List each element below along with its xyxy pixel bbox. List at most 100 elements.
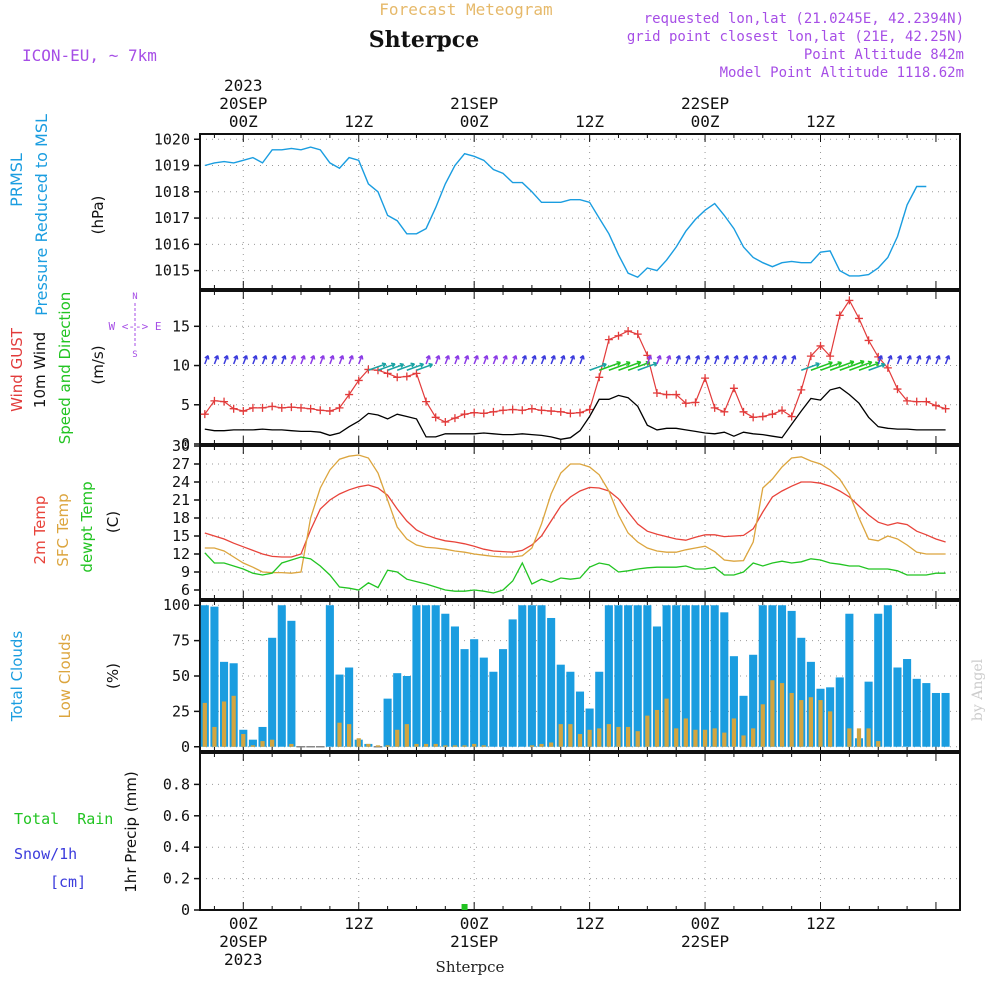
low-cloud-bar bbox=[847, 728, 851, 746]
low-cloud-bar bbox=[818, 700, 822, 747]
gust-marker bbox=[249, 404, 257, 412]
low-cloud-bar bbox=[751, 728, 755, 746]
gust-marker bbox=[701, 374, 709, 382]
footer-location: Shterpce bbox=[436, 958, 505, 976]
compass-we: W <--> E bbox=[109, 320, 162, 333]
gust-marker bbox=[595, 373, 603, 381]
top-time-label: 00Z bbox=[460, 112, 489, 131]
low-cloud-bar bbox=[241, 734, 245, 747]
gust-marker bbox=[220, 398, 228, 406]
low-cloud-bar bbox=[578, 734, 582, 747]
ytick-label: 30 bbox=[172, 437, 190, 455]
ytick-label: 1016 bbox=[154, 235, 190, 253]
gust-marker bbox=[239, 407, 247, 415]
ytick-label: 100 bbox=[163, 596, 190, 614]
low-cloud-bar bbox=[232, 696, 236, 747]
pressure-line bbox=[205, 147, 927, 277]
bottom-time-label: 12Z bbox=[344, 914, 373, 933]
total-cloud-bar bbox=[537, 605, 545, 747]
gust-marker bbox=[403, 373, 411, 381]
gust-marker bbox=[335, 404, 343, 412]
gust-marker bbox=[307, 405, 315, 413]
low-cloud-bar bbox=[270, 740, 274, 747]
gust-marker bbox=[480, 409, 488, 417]
low-cloud-bar bbox=[462, 745, 466, 746]
low-cloud-bar bbox=[857, 728, 861, 746]
total-cloud-bar bbox=[451, 626, 459, 746]
panel-frame bbox=[200, 753, 960, 910]
low-cloud-bar bbox=[289, 744, 293, 747]
gust-marker bbox=[345, 391, 353, 399]
top-time-label: 12Z bbox=[806, 112, 835, 131]
ytick-label: 75 bbox=[172, 632, 190, 650]
ytick-label: 18 bbox=[172, 509, 190, 527]
subtitle: Forecast Meteogram bbox=[379, 0, 552, 19]
gust-marker bbox=[268, 402, 276, 410]
gust-marker bbox=[942, 405, 950, 413]
point-altitude: Point Altitude 842m bbox=[804, 47, 964, 63]
ytick-label: 25 bbox=[172, 702, 190, 720]
total-cloud-bar bbox=[701, 605, 709, 747]
ytick-label: 24 bbox=[172, 473, 190, 491]
low-cloud-bar bbox=[366, 744, 370, 747]
gust-marker bbox=[663, 391, 671, 399]
top-time-label: 2023 bbox=[224, 76, 263, 95]
bottom-time-label: 00Z bbox=[691, 914, 720, 933]
low-cloud-bar bbox=[761, 704, 765, 746]
ytick-label: 1020 bbox=[154, 130, 190, 148]
total-cloud-bar bbox=[412, 605, 420, 747]
low-cloud-bar bbox=[674, 728, 678, 746]
low-cloud-bar bbox=[597, 728, 601, 746]
bottom-time-label: 12Z bbox=[575, 914, 604, 933]
dewpoint-line bbox=[205, 553, 946, 593]
ytick-label: 0 bbox=[181, 738, 190, 756]
gust-marker bbox=[326, 407, 334, 415]
total-cloud-bar bbox=[547, 618, 555, 747]
gust-marker bbox=[788, 413, 796, 421]
total-cloud-bar bbox=[672, 605, 680, 747]
ytick-label: 1018 bbox=[154, 183, 190, 201]
low-cloud-bar bbox=[732, 718, 736, 746]
panel-0: 101510161017101810191020 bbox=[154, 130, 960, 289]
bottom-time-label: 22SEP bbox=[681, 932, 729, 951]
total-cloud-bar bbox=[634, 605, 642, 747]
total-cloud-bar bbox=[287, 621, 295, 747]
ytick-label: 9 bbox=[181, 563, 190, 581]
pressure-label-desc: Pressure Reduced to MSL bbox=[32, 114, 51, 316]
low-cloud-bar bbox=[693, 730, 697, 747]
pressure-label-name: PRMSL bbox=[7, 153, 26, 207]
snow-label: Snow/1h bbox=[14, 845, 77, 863]
gust-marker bbox=[730, 384, 738, 392]
ytick-label: 0.2 bbox=[163, 870, 190, 888]
sfc-temp-line bbox=[205, 455, 946, 573]
wind-arrow bbox=[368, 364, 385, 370]
total-cloud-bar bbox=[470, 639, 478, 747]
total-cloud-bar bbox=[268, 638, 276, 747]
low-cloud-bar bbox=[780, 683, 784, 747]
compass-n: N bbox=[132, 292, 137, 302]
top-time-label: 00Z bbox=[229, 112, 258, 131]
gust-marker bbox=[441, 418, 449, 426]
total-cloud-bar bbox=[384, 699, 392, 747]
ytick-label: 0.6 bbox=[163, 807, 190, 825]
low-cloud-bar bbox=[443, 745, 447, 746]
total-cloud-bar bbox=[489, 672, 497, 747]
top-time-label: 12Z bbox=[344, 112, 373, 131]
meteogram: Forecast Meteogram Shterpce ICON-EU, ~ 7… bbox=[0, 0, 1000, 1000]
grid-point-coords: grid point closest lon,lat (21E, 42.25N) bbox=[627, 29, 964, 45]
bottom-time-label: 12Z bbox=[806, 914, 835, 933]
gust-line bbox=[205, 300, 946, 422]
ytick-label: 21 bbox=[172, 491, 190, 509]
low-cloud-bar bbox=[337, 723, 341, 747]
bottom-time-label: 00Z bbox=[229, 914, 258, 933]
ytick-label: 0 bbox=[181, 901, 190, 919]
total-cloud-bar bbox=[480, 658, 488, 747]
ytick-label: 0.8 bbox=[163, 775, 190, 793]
gust-marker bbox=[528, 405, 536, 413]
t2m-label: 2m Temp bbox=[31, 496, 49, 565]
total-cloud-bar bbox=[326, 605, 334, 747]
gust-marker bbox=[836, 311, 844, 319]
gust-marker bbox=[653, 389, 661, 397]
meteogram-svg: Forecast Meteogram Shterpce ICON-EU, ~ 7… bbox=[0, 0, 1000, 1000]
gust-marker bbox=[922, 398, 930, 406]
